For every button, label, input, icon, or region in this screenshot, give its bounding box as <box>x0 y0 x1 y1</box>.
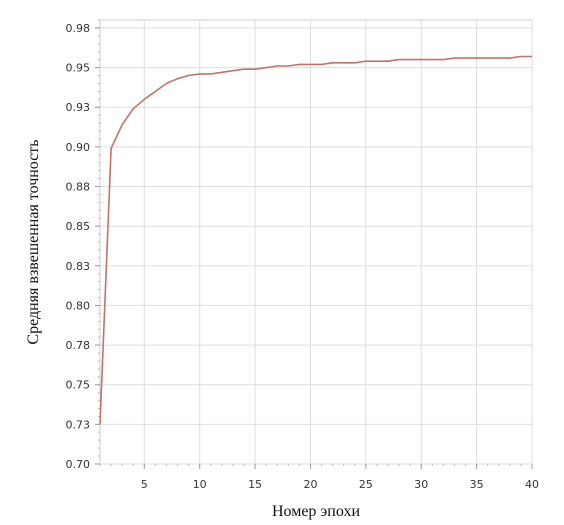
x-tick-label: 35 <box>470 478 484 491</box>
y-axis-title: Средняя взвешенная точность <box>25 139 42 344</box>
x-tick-labels: 5 10 15 20 25 30 35 40 <box>141 464 539 491</box>
plot-area <box>99 19 533 465</box>
y-tick-label: 0.83 <box>66 260 91 273</box>
y-tick-label: 0.85 <box>66 220 91 233</box>
x-tick-label: 25 <box>359 478 373 491</box>
y-tick-label: 0.70 <box>66 458 91 471</box>
x-tick-label: 20 <box>303 478 317 491</box>
x-tick-label: 40 <box>525 478 539 491</box>
x-tick-label: 5 <box>141 478 148 491</box>
y-tick-label: 0.75 <box>66 379 91 392</box>
y-tick-label: 0.80 <box>66 299 91 312</box>
x-tick-label: 10 <box>193 478 207 491</box>
y-tick-label: 0.93 <box>66 101 91 114</box>
series-line <box>99 55 532 425</box>
y-tick-label: 0.90 <box>66 141 91 154</box>
y-tick-label: 0.95 <box>66 62 91 75</box>
y-tick-label: 0.73 <box>66 418 91 431</box>
y-tick-labels: 0.70 0.73 0.75 0.78 0.80 0.83 0.85 0.88 0.90 0.93… <box>66 22 100 471</box>
x-tick-label: 30 <box>414 478 428 491</box>
x-axis-title: Номер эпохи <box>272 503 361 520</box>
grid-lines <box>100 20 533 465</box>
x-tick-label: 15 <box>248 478 262 491</box>
y-tick-label: 0.78 <box>66 339 91 352</box>
y-tick-label: 0.98 <box>66 22 91 35</box>
y-tick-label: 0.88 <box>66 181 91 194</box>
